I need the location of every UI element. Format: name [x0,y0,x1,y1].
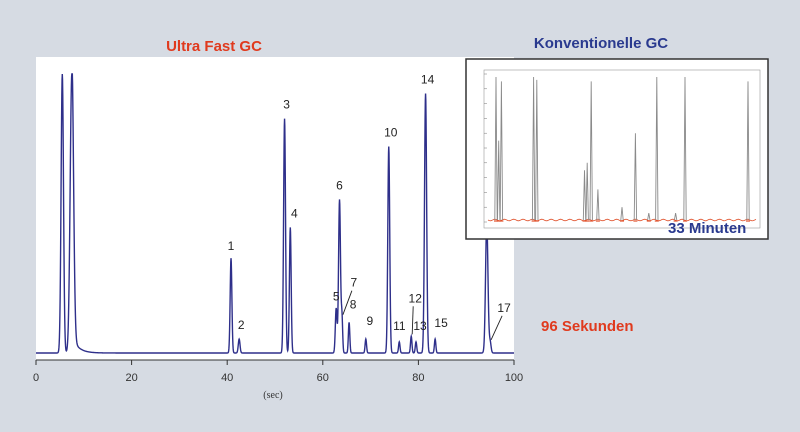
peak-label: 9 [366,314,373,328]
peak-label: 3 [283,98,290,112]
inset-peak [673,213,678,221]
x-tick-label: 40 [221,372,233,384]
inset-chart-title: Konventionelle GC [534,35,668,52]
inset-peak [683,76,687,221]
peak-label: 5 [333,289,340,303]
inset-peak [596,189,600,221]
x-tick-label: 0 [33,372,39,384]
inset-plot-area [483,69,761,229]
inset-peak [497,140,501,221]
inset-peak [494,76,498,221]
inset-peaks [494,76,750,222]
peak-label: 17 [497,301,511,315]
peak-label: 7 [351,276,358,290]
inset-peak [535,79,539,221]
inset-peak [746,81,750,221]
x-tick-label: 60 [317,372,329,384]
inset-peak [585,162,589,221]
peak-leader-line [342,290,353,315]
inset-peak [647,213,651,221]
main-chart-title: Ultra Fast GC [166,38,262,55]
inset-peak [620,207,624,221]
peak-label: 8 [350,297,357,311]
peak-label: 14 [421,73,435,87]
inset-peak [589,81,593,221]
runtime-annotation-96s: 96 Sekunden [541,318,634,335]
main-chromatogram-trace [36,73,514,354]
x-tick-label: 100 [505,372,523,384]
x-tick-label: 80 [412,372,424,384]
inset-peak [582,170,587,221]
peak-label: 15 [434,316,448,330]
runtime-annotation-33min: 33 Minuten [668,220,746,237]
peak-label: 2 [238,318,245,332]
inset-y-ticks [484,73,487,223]
x-tick-label: 20 [125,372,137,384]
peak-label: 11 [393,319,406,333]
inset-peak [499,81,504,221]
main-plot-area [36,57,514,360]
peak-label: 10 [384,126,398,140]
x-axis-ticks: 0 20 40 60 80 100 [33,360,523,384]
inset-peak [531,76,536,221]
x-axis-label: (sec) [263,390,282,401]
peak-label: 12 [409,291,423,305]
peak-leader-line [490,315,503,340]
inset-peak [655,76,659,221]
inset-peak [633,133,638,221]
peak-label: 13 [413,319,427,333]
peak-label: 1 [228,239,235,253]
peak-leader-line [411,306,414,335]
peak-label: 4 [291,206,298,220]
peak-label: 6 [336,179,343,193]
peak-leader-lines [342,290,503,340]
